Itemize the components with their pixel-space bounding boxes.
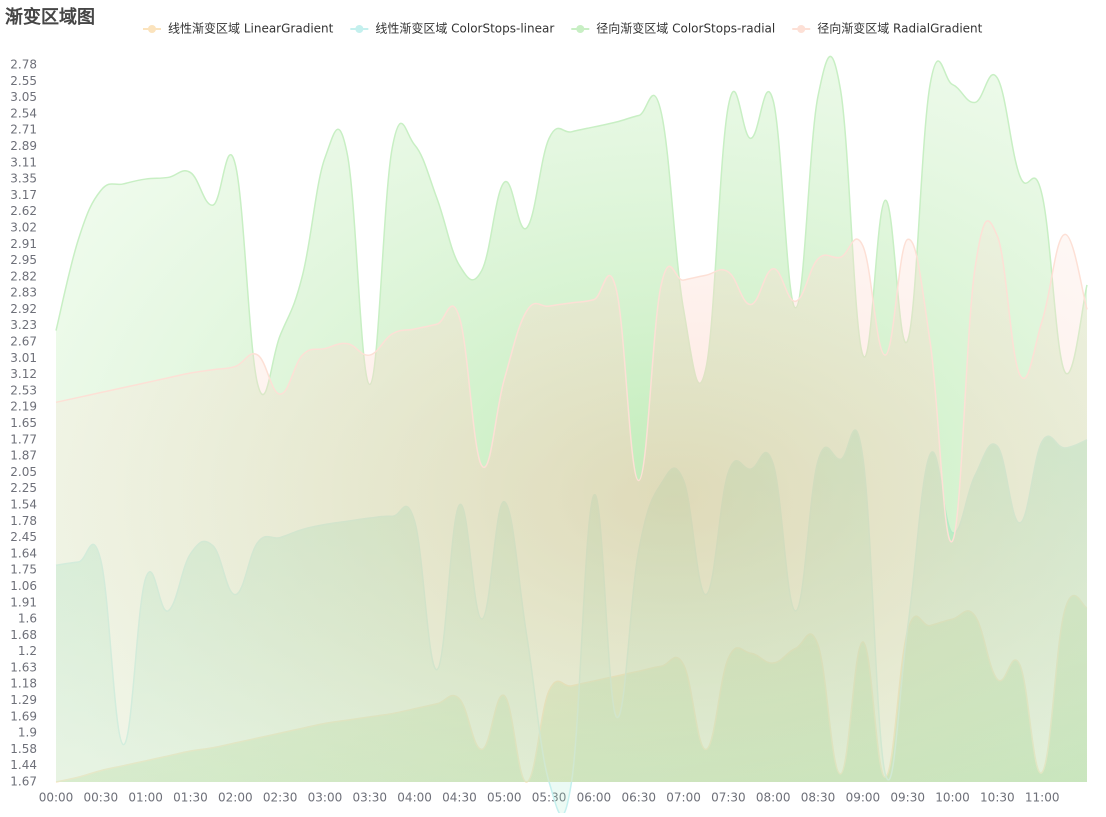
y-tick-label: 1.58 — [10, 742, 37, 756]
y-tick-label: 3.23 — [10, 318, 37, 332]
y-tick-label: 2.55 — [10, 74, 37, 88]
x-tick-label: 07:30 — [711, 791, 746, 805]
y-tick-label: 3.01 — [10, 351, 37, 365]
x-tick-label: 09:30 — [890, 791, 925, 805]
y-tick-label: 1.78 — [10, 514, 37, 528]
y-tick-label: 1.6 — [18, 612, 37, 626]
y-tick-label: 2.19 — [10, 400, 37, 414]
y-tick-label: 3.02 — [10, 220, 37, 234]
x-tick-label: 04:00 — [397, 791, 432, 805]
x-tick-label: 03:30 — [352, 791, 387, 805]
y-tick-label: 3.11 — [10, 155, 37, 169]
x-tick-label: 02:00 — [218, 791, 253, 805]
y-tick-label: 2.83 — [10, 286, 37, 300]
x-tick-label: 08:00 — [756, 791, 791, 805]
x-tick-label: 01:30 — [173, 791, 208, 805]
x-tick-label: 00:30 — [84, 791, 119, 805]
y-tick-label: 1.29 — [10, 693, 37, 707]
y-tick-label: 3.35 — [10, 172, 37, 186]
y-tick-label: 2.53 — [10, 383, 37, 397]
y-tick-label: 3.17 — [10, 188, 37, 202]
legend-label: 径向渐变区域 RadialGradient — [817, 21, 982, 36]
y-tick-label: 1.67 — [10, 775, 37, 789]
x-tick-label: 09:00 — [846, 791, 881, 805]
y-tick-label: 2.54 — [10, 106, 37, 120]
x-tick-label: 00:00 — [39, 791, 74, 805]
y-tick-label: 1.54 — [10, 497, 37, 511]
y-tick-label: 2.25 — [10, 481, 37, 495]
y-tick-label: 1.65 — [10, 416, 37, 430]
x-tick-label: 08:30 — [801, 791, 836, 805]
legend-label: 径向渐变区域 ColorStops-radial — [596, 21, 775, 36]
y-tick-label: 2.82 — [10, 269, 37, 283]
y-tick-label: 1.64 — [10, 546, 37, 560]
x-tick-label: 03:00 — [308, 791, 343, 805]
y-tick-label: 1.63 — [10, 660, 37, 674]
y-tick-label: 2.78 — [10, 58, 37, 72]
y-tick-label: 1.75 — [10, 563, 37, 577]
y-tick-label: 1.87 — [10, 449, 37, 463]
y-tick-label: 2.95 — [10, 253, 37, 267]
y-tick-label: 1.06 — [10, 579, 37, 593]
series-line — [55, 220, 1088, 543]
y-tick-label: 1.2 — [18, 644, 37, 658]
y-tick-label: 2.67 — [10, 335, 37, 349]
y-tick-label: 2.89 — [10, 139, 37, 153]
area-fill — [56, 220, 1087, 782]
x-tick-label: 02:30 — [263, 791, 298, 805]
legend-icon — [797, 25, 806, 33]
legend-icon — [355, 25, 364, 33]
legend-icon — [148, 25, 156, 33]
y-tick-label: 2.45 — [10, 530, 37, 544]
legend-label: 线性渐变区域 LinearGradient — [168, 21, 334, 36]
x-tick-label: 06:30 — [621, 791, 656, 805]
chart-title: 渐变区域图 — [5, 6, 95, 28]
x-tick-label: 10:00 — [935, 791, 970, 805]
x-tick-label: 10:30 — [980, 791, 1015, 805]
y-tick-label: 3.12 — [10, 367, 37, 381]
x-tick-label: 01:00 — [128, 791, 163, 805]
x-tick-label: 07:00 — [666, 791, 701, 805]
y-tick-label: 2.05 — [10, 465, 37, 479]
y-tick-label: 1.77 — [10, 432, 37, 446]
y-tick-label: 2.91 — [10, 237, 37, 251]
legend-icon — [576, 25, 585, 33]
y-tick-label: 2.71 — [10, 123, 37, 137]
y-tick-label: 3.05 — [10, 90, 37, 104]
x-tick-label: 05:00 — [487, 791, 522, 805]
y-tick-label: 1.9 — [18, 726, 37, 740]
y-tick-label: 1.18 — [10, 677, 37, 691]
y-tick-label: 1.44 — [10, 758, 37, 772]
x-tick-label: 06:00 — [577, 791, 612, 805]
x-tick-label: 11:00 — [1025, 791, 1060, 805]
y-tick-label: 2.62 — [10, 204, 37, 218]
y-tick-label: 2.92 — [10, 302, 37, 316]
x-tick-label: 04:30 — [442, 791, 477, 805]
y-tick-label: 1.68 — [10, 628, 37, 642]
y-tick-label: 1.69 — [10, 709, 37, 723]
legend-label: 线性渐变区域 ColorStops-linear — [375, 21, 554, 36]
y-tick-label: 1.91 — [10, 595, 37, 609]
